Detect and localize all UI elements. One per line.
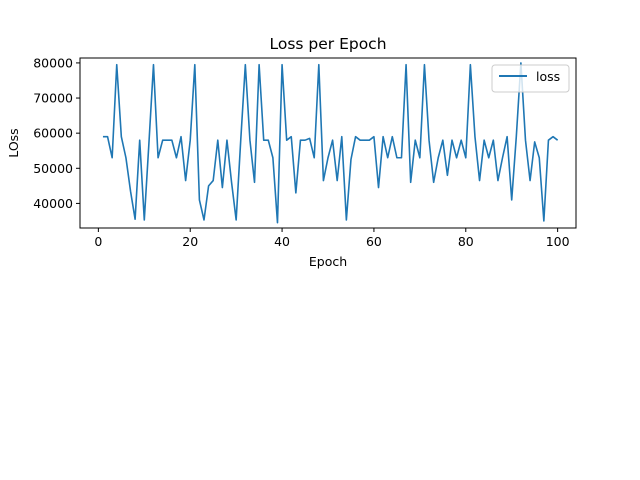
legend: loss bbox=[491, 64, 570, 93]
y-axis-label: LOss bbox=[6, 128, 21, 157]
x-axis-ticks: 0 20 40 60 80 100 bbox=[94, 228, 570, 249]
plot-area bbox=[102, 62, 559, 224]
legend-label-loss: loss bbox=[536, 69, 560, 84]
y-tick-label: 40000 bbox=[33, 196, 73, 211]
y-tick-label: 60000 bbox=[33, 126, 73, 141]
y-tick-label: 80000 bbox=[33, 55, 73, 70]
series-line-loss bbox=[102, 62, 559, 224]
legend-box bbox=[491, 64, 570, 93]
x-tick-label: 0 bbox=[94, 234, 102, 249]
x-axis-label: Epoch bbox=[309, 254, 347, 269]
y-tick-label: 70000 bbox=[33, 91, 73, 106]
x-tick-label: 100 bbox=[546, 234, 570, 249]
chart-title: Loss per Epoch bbox=[269, 35, 386, 53]
y-tick-label: 50000 bbox=[33, 161, 73, 176]
y-axis-ticks: 40000 50000 60000 70000 80000 bbox=[33, 55, 80, 211]
x-tick-label: 60 bbox=[366, 234, 382, 249]
axes-frame bbox=[79, 57, 577, 229]
x-tick-label: 40 bbox=[274, 234, 290, 249]
x-tick-label: 80 bbox=[458, 234, 474, 249]
x-tick-label: 20 bbox=[182, 234, 198, 249]
